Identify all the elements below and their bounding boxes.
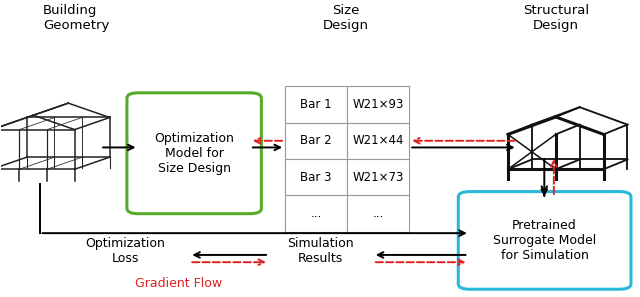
Text: Size
Design: Size Design — [323, 4, 369, 32]
Bar — [347, 86, 409, 123]
Text: Structural
Design: Structural Design — [523, 4, 589, 32]
Text: ...: ... — [310, 207, 322, 220]
Text: Optimization
Model for
Size Design: Optimization Model for Size Design — [154, 132, 234, 175]
Text: Bar 3: Bar 3 — [300, 171, 332, 184]
Bar — [347, 159, 409, 195]
Bar — [347, 195, 409, 232]
Text: W21×93: W21×93 — [353, 98, 404, 111]
Bar — [285, 123, 347, 159]
FancyBboxPatch shape — [127, 93, 261, 214]
Text: Optimization
Loss: Optimization Loss — [86, 237, 166, 265]
Text: ...: ... — [372, 207, 384, 220]
Text: Bar 2: Bar 2 — [300, 135, 332, 147]
Text: Simulation
Results: Simulation Results — [287, 237, 353, 265]
Text: W21×44: W21×44 — [353, 135, 404, 147]
Text: Gradient Flow: Gradient Flow — [135, 277, 222, 290]
FancyBboxPatch shape — [458, 192, 631, 289]
Text: W21×73: W21×73 — [353, 171, 404, 184]
Text: Bar 1: Bar 1 — [300, 98, 332, 111]
Text: Pretrained
Surrogate Model
for Simulation: Pretrained Surrogate Model for Simulatio… — [493, 219, 596, 262]
Bar — [285, 86, 347, 123]
Bar — [285, 159, 347, 195]
Bar — [285, 195, 347, 232]
Text: Building
Geometry: Building Geometry — [43, 4, 109, 32]
Bar — [347, 123, 409, 159]
